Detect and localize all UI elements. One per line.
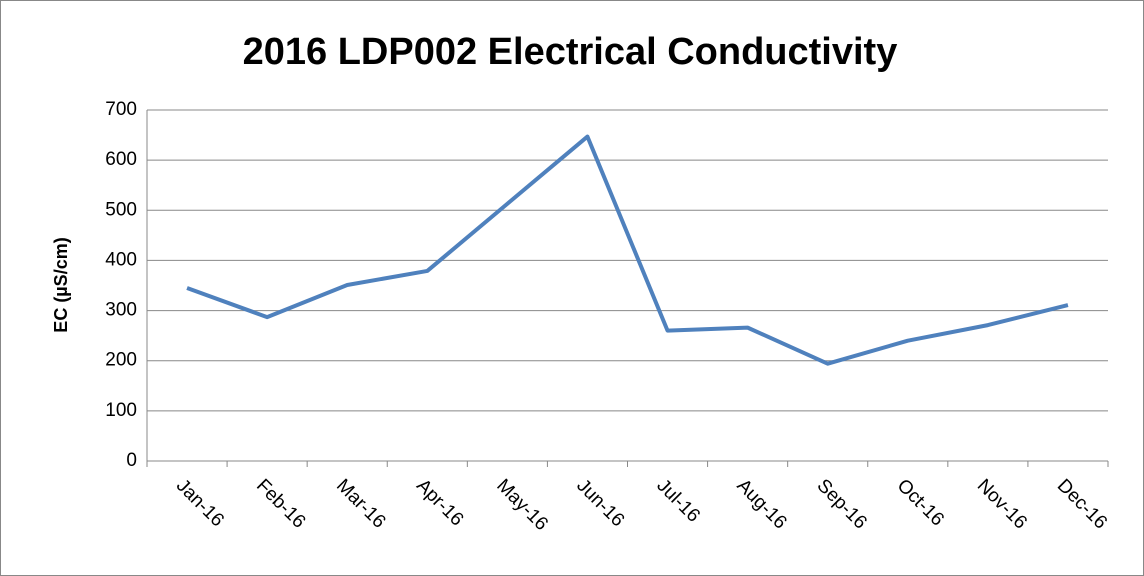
y-tick-label: 600 — [105, 149, 137, 170]
y-tick-label: 100 — [105, 400, 137, 421]
chart-title: 2016 LDP002 Electrical Conductivity — [243, 31, 898, 73]
y-tick-label: 200 — [105, 350, 137, 371]
y-tick-label: 300 — [105, 300, 137, 321]
y-tick-label: 700 — [105, 99, 137, 120]
y-tick-label: 400 — [105, 249, 137, 270]
y-tick-label: 500 — [105, 199, 137, 220]
series-line — [186, 134, 1069, 366]
y-tick-label: 0 — [126, 450, 137, 471]
y-axis-label: EC (µS/cm) — [51, 237, 71, 332]
